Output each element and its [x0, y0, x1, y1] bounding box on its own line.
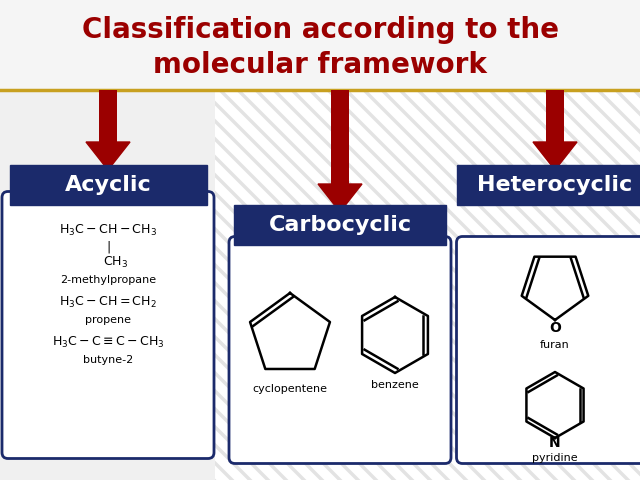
- Text: molecular framework: molecular framework: [153, 51, 487, 79]
- Text: Classification according to the: Classification according to the: [81, 16, 559, 44]
- Bar: [0, 90, 215, 480]
- Text: Carbocyclic: Carbocyclic: [268, 215, 412, 235]
- FancyBboxPatch shape: [10, 165, 207, 205]
- Text: furan: furan: [540, 340, 570, 350]
- Text: O: O: [549, 321, 561, 335]
- Polygon shape: [86, 142, 130, 170]
- Text: $\mathregular{H_3C-CH=CH_2}$: $\mathregular{H_3C-CH=CH_2}$: [59, 294, 157, 310]
- Text: $\mathregular{CH_3}$: $\mathregular{CH_3}$: [104, 254, 129, 270]
- Text: pyridine: pyridine: [532, 453, 578, 463]
- FancyBboxPatch shape: [456, 165, 640, 205]
- Text: |: |: [106, 240, 110, 253]
- FancyBboxPatch shape: [234, 205, 446, 245]
- Text: Acyclic: Acyclic: [65, 175, 152, 195]
- Text: cyclopentene: cyclopentene: [253, 384, 328, 394]
- FancyBboxPatch shape: [2, 192, 214, 458]
- Text: $\mathregular{H_3C-CH-CH_3}$: $\mathregular{H_3C-CH-CH_3}$: [59, 222, 157, 238]
- FancyBboxPatch shape: [229, 237, 451, 464]
- Polygon shape: [318, 184, 362, 212]
- Text: Heterocyclic: Heterocyclic: [477, 175, 632, 195]
- Text: $\mathregular{H_3C-C\equiv C-CH_3}$: $\mathregular{H_3C-C\equiv C-CH_3}$: [52, 335, 164, 349]
- Text: propene: propene: [85, 315, 131, 325]
- FancyBboxPatch shape: [456, 237, 640, 464]
- Text: benzene: benzene: [371, 380, 419, 390]
- Bar: [331, 90, 349, 184]
- Bar: [0, 0, 640, 90]
- Bar: [99, 90, 117, 142]
- Text: 2-methylpropane: 2-methylpropane: [60, 275, 156, 285]
- Text: butyne-2: butyne-2: [83, 355, 133, 365]
- Bar: [546, 90, 564, 142]
- Polygon shape: [533, 142, 577, 170]
- Text: N: N: [549, 436, 561, 450]
